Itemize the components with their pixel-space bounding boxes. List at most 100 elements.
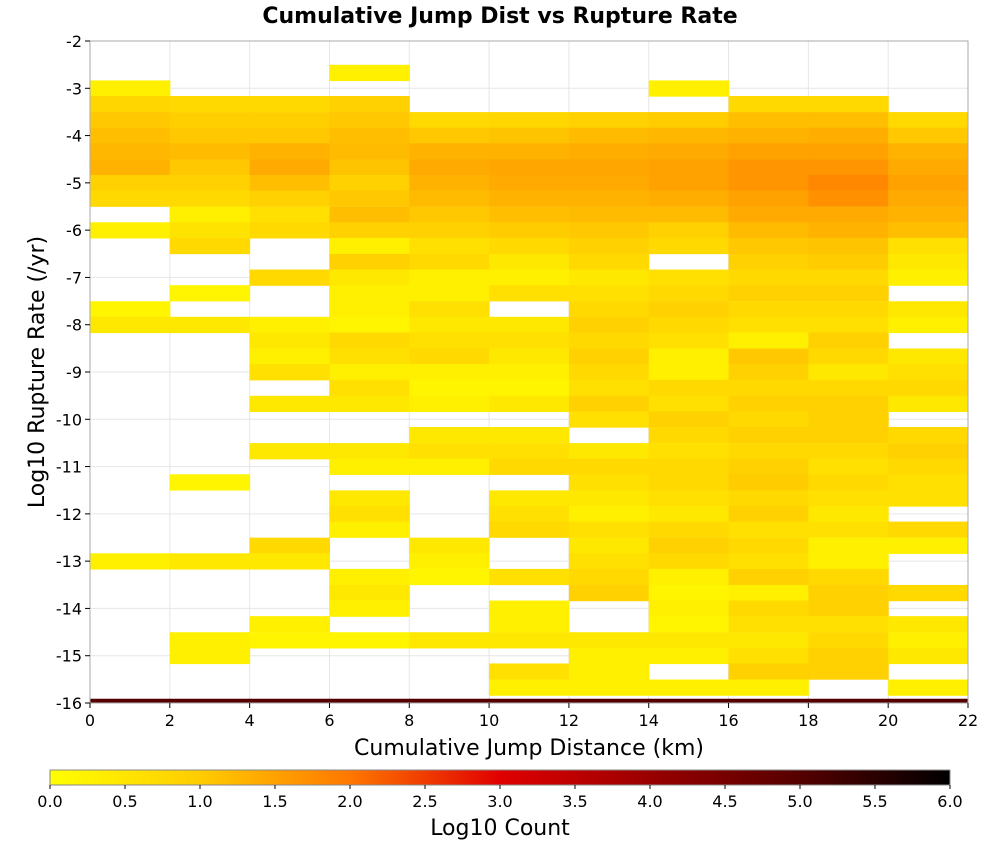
- heatmap-cell: [568, 553, 650, 570]
- heatmap-cell: [648, 411, 730, 428]
- heatmap-cell: [489, 679, 570, 696]
- heatmap-cell: [648, 348, 730, 365]
- heatmap-cell: [329, 584, 410, 602]
- heatmap-cell: [648, 474, 730, 491]
- heatmap-cell: [329, 505, 410, 523]
- heatmap-cell: [808, 395, 889, 413]
- heatmap-cell: [568, 632, 650, 649]
- heatmap-cell: [249, 96, 330, 113]
- heatmap-cell: [169, 553, 251, 570]
- heatmap-cell: [409, 553, 490, 570]
- heatmap-cell: [329, 458, 410, 475]
- heatmap-cell: [329, 206, 410, 223]
- heatmap-cell: [888, 174, 969, 192]
- heatmap-cell: [568, 316, 650, 334]
- y-tick-label: -9: [66, 363, 82, 382]
- heatmap-cell: [329, 237, 410, 255]
- heatmap-cell: [329, 96, 410, 113]
- heatmap-cell: [888, 537, 969, 554]
- heatmap-cell: [568, 411, 650, 428]
- heatmap-cell: [568, 190, 650, 207]
- heatmap-cell: [728, 190, 809, 207]
- heatmap-cell: [169, 237, 251, 255]
- colorbar-label: Log10 Count: [430, 816, 570, 841]
- heatmap-cell: [249, 698, 330, 704]
- heatmap-cell: [329, 301, 410, 318]
- y-tick-label: -2: [66, 32, 82, 51]
- heatmap-cell: [648, 206, 730, 223]
- heatmap-cell: [648, 269, 730, 286]
- heatmap-cell: [648, 679, 730, 696]
- heatmap-cell: [329, 174, 410, 192]
- heatmap-cell: [329, 348, 410, 365]
- heatmap-cell: [489, 505, 570, 523]
- heatmap-cell: [648, 443, 730, 460]
- heatmap-cell: [409, 301, 490, 318]
- heatmap-cell: [409, 537, 490, 554]
- heatmap-cell: [568, 490, 650, 507]
- heatmap-cell: [808, 647, 889, 665]
- heatmap-cell: [648, 698, 730, 704]
- heatmap-cell: [648, 332, 730, 349]
- heatmap-cell: [169, 698, 251, 704]
- y-tick-label: -5: [66, 174, 82, 193]
- heatmap-cell: [489, 632, 570, 649]
- colorbar-tick-label: 1.5: [262, 792, 287, 811]
- heatmap-cell: [489, 174, 570, 192]
- heatmap-cell: [489, 112, 570, 129]
- heatmap-cell: [329, 364, 410, 381]
- heatmap-cell: [568, 698, 650, 704]
- heatmap-cell: [888, 490, 969, 507]
- x-tick-label: 18: [798, 711, 818, 730]
- heatmap-cell: [728, 364, 809, 381]
- x-tick-label: 6: [324, 711, 334, 730]
- heatmap-cell: [169, 127, 251, 144]
- heatmap-cell: [169, 190, 251, 207]
- heatmap-cell: [888, 316, 969, 334]
- heatmap-cell: [648, 379, 730, 396]
- colorbar-tick-label: 2.0: [337, 792, 362, 811]
- colorbar-tick-label: 3.0: [487, 792, 512, 811]
- heatmap-cell: [888, 616, 969, 633]
- heatmap-cell: [329, 316, 410, 334]
- heatmap-cell: [489, 663, 570, 680]
- heatmap-cell: [329, 521, 410, 538]
- heatmap-cell: [728, 600, 809, 617]
- heatmap-cell: [90, 553, 171, 570]
- heatmap-cell: [568, 584, 650, 602]
- heatmap-cell: [90, 159, 171, 176]
- heatmap-cell: [728, 505, 809, 523]
- heatmap-cell: [409, 127, 490, 144]
- heatmap-cell: [728, 237, 809, 255]
- colorbar-tick-label: 1.0: [187, 792, 212, 811]
- heatmap-cell: [888, 127, 969, 144]
- heatmap-cell: [568, 253, 650, 271]
- heatmap-cell: [489, 269, 570, 286]
- heatmap-cell: [329, 600, 410, 617]
- heatmap-cell: [169, 632, 251, 649]
- heatmap-cell: [409, 458, 490, 475]
- heatmap-cell: [808, 616, 889, 633]
- heatmap-cell: [489, 253, 570, 271]
- heatmap-cell: [329, 395, 410, 413]
- heatmap-cell: [409, 159, 490, 176]
- heatmap-cell: [409, 364, 490, 381]
- heatmap-cell: [568, 474, 650, 491]
- heatmap-cell: [568, 269, 650, 286]
- heatmap-cell: [489, 490, 570, 507]
- heatmap-cell: [808, 458, 889, 475]
- heatmap-cell: [648, 568, 730, 586]
- heatmap-cell: [728, 443, 809, 460]
- heatmap-cell: [489, 127, 570, 144]
- heatmap-cell: [568, 206, 650, 223]
- heatmap-cell: [568, 364, 650, 381]
- heatmap-cell: [648, 80, 730, 97]
- heatmap-cell: [568, 568, 650, 586]
- heatmap-cell: [409, 348, 490, 365]
- heatmap-cell: [728, 553, 809, 570]
- x-tick-label: 0: [85, 711, 95, 730]
- heatmap-cell: [489, 616, 570, 633]
- heatmap-cell: [249, 112, 330, 129]
- heatmap-cell: [568, 663, 650, 680]
- heatmap-cell: [329, 490, 410, 507]
